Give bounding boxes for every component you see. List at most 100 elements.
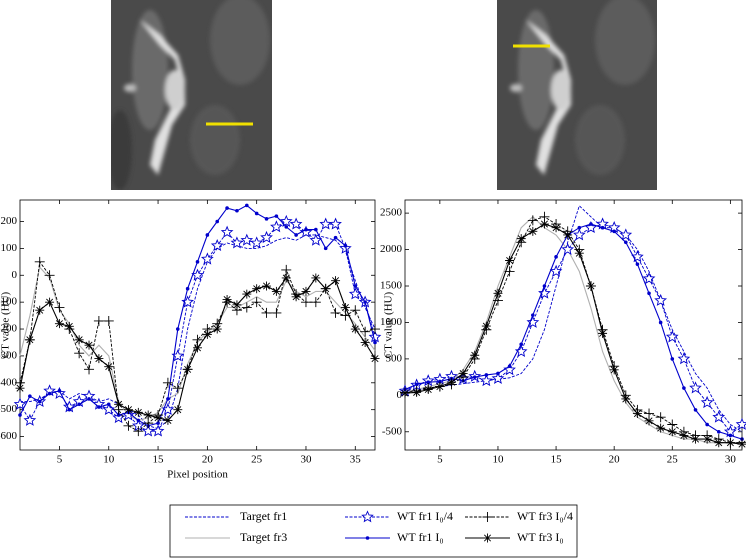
series-line (404, 204, 743, 433)
asterisk-marker (644, 416, 654, 426)
star-marker (665, 330, 679, 343)
dot-marker (670, 357, 675, 361)
dot-marker (472, 375, 477, 379)
x-tick-label: 35 (350, 454, 362, 466)
asterisk-marker (340, 303, 350, 313)
x-tick-label: 20 (202, 454, 214, 466)
legend-label: Target fr1 (240, 509, 287, 523)
dot-marker (57, 389, 62, 393)
asterisk-marker (143, 410, 153, 420)
plot-frame (19, 199, 376, 451)
asterisk-marker (301, 286, 311, 296)
asterisk-marker (193, 343, 202, 353)
asterisk-marker (400, 388, 410, 398)
dot-marker (37, 399, 42, 404)
star-marker (503, 363, 516, 376)
plus-marker (360, 326, 371, 337)
star-marker (329, 217, 342, 230)
y-tick-label: 2000 (380, 243, 403, 255)
asterisk-marker (691, 434, 701, 444)
plus-marker (655, 412, 666, 423)
plus-marker (300, 297, 311, 308)
asterisk-marker (202, 329, 212, 339)
dot-marker (658, 320, 663, 325)
asterisk-marker (360, 337, 370, 347)
asterisk-marker (212, 324, 222, 334)
dot-marker (245, 203, 249, 208)
asterisk-marker (632, 409, 642, 419)
asterisk-marker (458, 368, 468, 378)
plus-marker (241, 302, 252, 313)
asterisk-marker (470, 350, 480, 360)
asterisk-marker (173, 405, 183, 415)
plus-marker (370, 324, 380, 335)
asterisk-marker (516, 234, 526, 244)
plus-marker (123, 420, 134, 431)
star-marker (526, 315, 540, 328)
y-tick-label: 500 (386, 352, 403, 364)
asterisk-marker (15, 383, 25, 393)
dot-marker (205, 233, 210, 237)
star-marker (260, 230, 273, 244)
asterisk-marker (598, 328, 608, 338)
star-marker (230, 236, 244, 249)
dot-marker (274, 214, 279, 218)
plus-marker (192, 334, 203, 345)
asterisk-marker (331, 276, 341, 286)
asterisk-marker (35, 305, 45, 315)
plus-marker (482, 512, 493, 522)
star-marker (270, 220, 283, 233)
x-tick-label: 5 (57, 454, 63, 466)
dot-marker (116, 413, 121, 417)
ct-image-left (111, 0, 272, 190)
plus-marker (310, 297, 321, 308)
dot-marker (554, 255, 558, 259)
asterisk-marker (74, 335, 84, 345)
star-marker (151, 424, 165, 437)
asterisk-marker (551, 223, 561, 233)
dot-marker (166, 397, 170, 401)
asterisk-marker (483, 533, 492, 543)
star-marker (712, 410, 726, 423)
star-marker (572, 228, 586, 241)
legend: Target fr1 Target fr3 WT fr1 I₀/4 WT fr1 I₀… (169, 504, 578, 558)
star-marker (220, 225, 234, 238)
dot-marker (67, 407, 72, 412)
dot-marker (682, 386, 686, 390)
plot-frame (404, 199, 743, 451)
asterisk-marker (84, 340, 94, 350)
y-tick-label: 0 (12, 269, 18, 281)
plus-marker (34, 256, 45, 267)
series (15, 273, 380, 425)
dot-marker (175, 327, 180, 331)
star-marker (13, 397, 27, 410)
x-tick-label: 25 (251, 454, 263, 466)
plus-marker (251, 297, 262, 308)
asterisk-marker (153, 413, 163, 423)
plus-marker (172, 383, 183, 394)
series (400, 219, 746, 449)
star-marker (250, 236, 264, 249)
legend-label: WT fr3 I₀ (517, 530, 564, 544)
dot-marker (304, 227, 308, 232)
star-marker (689, 381, 702, 394)
x-tick-label: 10 (492, 454, 504, 466)
asterisk-marker (25, 335, 35, 345)
star-marker (299, 225, 313, 238)
asterisk-marker (45, 297, 55, 307)
dot-marker (343, 243, 348, 248)
dot-marker (97, 405, 101, 409)
plus-marker (54, 302, 65, 313)
star-marker (368, 330, 382, 343)
asterisk-marker (586, 281, 596, 291)
asterisk-marker (271, 286, 281, 296)
y-tick-label: -500 (0, 403, 17, 415)
asterisk-marker (493, 288, 503, 298)
dot-marker (215, 219, 220, 224)
dot-marker (323, 246, 328, 251)
plus-marker (271, 307, 282, 318)
star-marker (619, 228, 633, 241)
x-tick-label: 15 (153, 454, 165, 466)
x-tick-label: 30 (725, 454, 737, 466)
